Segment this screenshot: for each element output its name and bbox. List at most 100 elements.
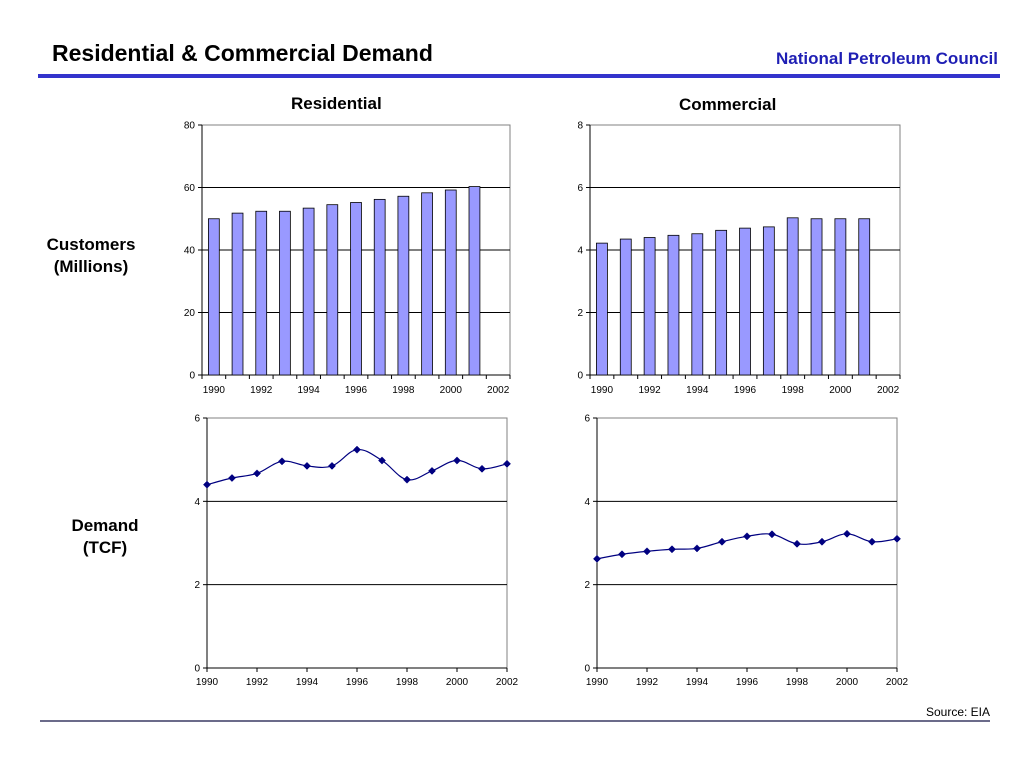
data-point	[743, 532, 751, 541]
bar	[302, 207, 315, 376]
data-point	[643, 547, 651, 556]
bar	[421, 192, 433, 376]
row-label-customers: Customers (Millions)	[26, 234, 156, 278]
x-tick-label: 1992	[636, 677, 659, 688]
bar	[762, 226, 775, 376]
y-tick-label: 4	[577, 246, 583, 257]
bar	[350, 202, 362, 376]
bar	[810, 218, 823, 376]
y-tick-label: 0	[189, 371, 195, 382]
y-tick-label: 2	[584, 580, 590, 591]
bar	[834, 218, 847, 376]
y-tick-label: 6	[584, 414, 590, 425]
x-tick-label: 2002	[496, 677, 519, 688]
x-tick-label: 1990	[591, 385, 614, 396]
data-point	[768, 530, 776, 539]
y-tick-label: 20	[184, 308, 196, 319]
bar	[715, 229, 728, 376]
bar	[667, 234, 680, 376]
bar	[373, 198, 386, 376]
y-tick-label: 80	[184, 121, 196, 132]
data-point	[453, 456, 461, 465]
data-point	[618, 550, 626, 559]
y-tick-label: 0	[584, 664, 590, 675]
title-divider	[38, 74, 1000, 78]
plot-area	[206, 417, 508, 669]
bar	[739, 227, 751, 376]
bar	[691, 233, 704, 376]
data-point	[843, 529, 851, 538]
data-point	[303, 461, 311, 470]
footer-divider	[40, 720, 990, 722]
x-tick-label: 1994	[296, 677, 319, 688]
bar	[468, 186, 481, 376]
bar	[444, 189, 457, 376]
x-tick-label: 1994	[686, 677, 709, 688]
y-tick-label: 60	[184, 183, 196, 194]
x-tick-label: 2002	[877, 385, 900, 396]
residential-customers-chart: 0 20 40 60 80 1990 1992 1994 1996 1998 2000 2002	[184, 121, 511, 396]
page-title: Residential & Commercial Demand	[52, 40, 433, 66]
x-tick-label: 2002	[886, 677, 909, 688]
column-header-commercial: Commercial	[679, 95, 777, 114]
data-point	[203, 480, 211, 489]
data-point	[428, 466, 436, 475]
commercial-customers-chart: 0 2 4 6 8 1990 1992 1994 1996 1998 2000 2002	[577, 121, 901, 396]
data-point	[503, 459, 511, 468]
x-tick-label: 2000	[829, 385, 852, 396]
bar	[596, 242, 608, 376]
x-tick-label: 1990	[203, 385, 226, 396]
bar	[326, 204, 339, 376]
y-tick-label: 0	[194, 664, 200, 675]
x-tick-label: 1998	[396, 677, 419, 688]
data-point	[893, 534, 901, 543]
bar	[279, 210, 291, 376]
x-tick-label: 1994	[686, 385, 709, 396]
row-label-demand-line1: Demand	[71, 516, 139, 535]
x-tick-label: 2000	[836, 677, 859, 688]
data-point	[793, 539, 801, 548]
bar	[643, 237, 656, 376]
x-tick-label: 1998	[786, 677, 809, 688]
y-tick-label: 4	[584, 497, 590, 508]
x-tick-label: 1992	[250, 385, 273, 396]
data-point	[868, 537, 876, 546]
bar	[255, 210, 268, 376]
data-point	[253, 469, 261, 478]
organization-name: National Petroleum Council	[776, 49, 998, 68]
data-point	[478, 464, 486, 473]
x-tick-label: 1990	[196, 677, 219, 688]
source-note: Source: EIA	[925, 705, 990, 719]
row-label-customers-line2: (Millions)	[53, 257, 129, 276]
data-point	[593, 554, 601, 563]
x-tick-label: 1996	[345, 385, 368, 396]
residential-demand-chart: 0 2 4 6 1990 1992 1994 1996 1998 2000 2002	[194, 414, 519, 689]
x-tick-label: 1998	[392, 385, 415, 396]
x-tick-label: 1996	[736, 677, 759, 688]
row-label-demand-line2: (TCF)	[82, 538, 128, 557]
x-tick-label: 1990	[586, 677, 609, 688]
plot-area	[596, 417, 898, 669]
commercial-demand-chart: 0 2 4 6 1990 1992 1994 1996 1998 2000 2002	[584, 414, 909, 689]
data-point	[228, 474, 236, 482]
row-label-demand: Demand (TCF)	[40, 515, 170, 559]
y-tick-label: 8	[577, 121, 583, 132]
y-tick-label: 6	[194, 414, 200, 425]
x-tick-label: 1992	[246, 677, 269, 688]
data-point	[818, 537, 826, 546]
y-tick-label: 2	[194, 580, 200, 591]
bar	[619, 238, 632, 376]
x-tick-label: 1996	[734, 385, 757, 396]
y-tick-label: 6	[577, 183, 583, 194]
data-point	[278, 457, 286, 466]
y-tick-label: 0	[577, 371, 583, 382]
bar	[786, 217, 799, 376]
data-point	[718, 537, 726, 546]
x-tick-label: 1996	[346, 677, 369, 688]
x-tick-label: 2000	[446, 677, 469, 688]
x-tick-label: 2000	[440, 385, 463, 396]
x-tick-label: 2002	[487, 385, 510, 396]
x-tick-label: 1998	[782, 385, 805, 396]
bar	[397, 195, 410, 376]
row-label-customers-line1: Customers	[46, 235, 136, 254]
